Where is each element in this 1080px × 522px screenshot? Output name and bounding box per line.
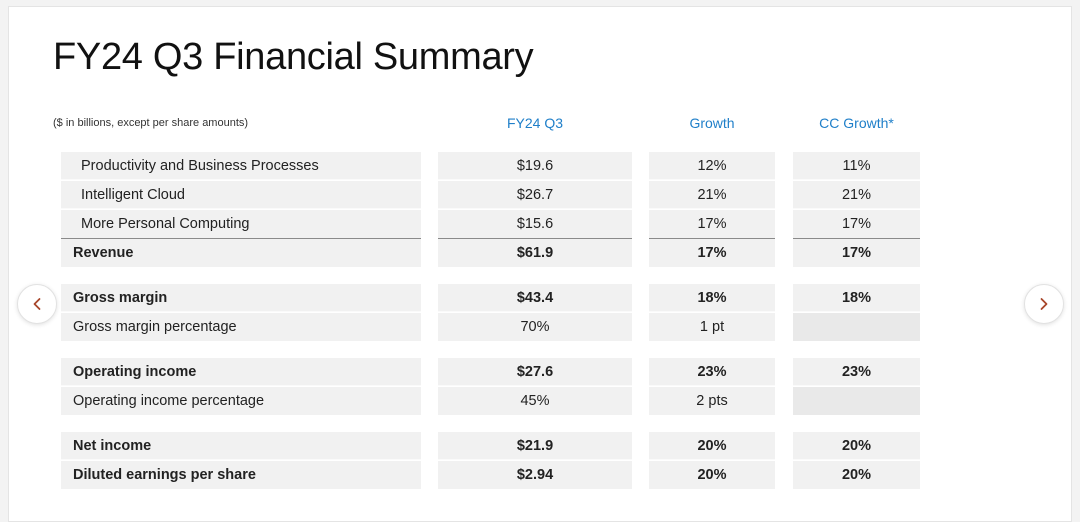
units-note: ($ in billions, except per share amounts… — [53, 117, 249, 129]
cell-growth-gross-margin: 18% — [649, 284, 775, 312]
column-header-growth: Growth — [689, 115, 735, 131]
cell-fy-revenue: $61.9 — [438, 238, 632, 267]
row-label-operating-income: Operating income — [61, 358, 421, 386]
row-label-diluted-eps: Diluted earnings per share — [61, 461, 421, 489]
row-label-intelligent-cloud: Intelligent Cloud — [61, 181, 421, 209]
cell-fy-more-personal-computing: $15.6 — [438, 210, 632, 238]
cell-cc-gross-margin: 18% — [793, 284, 920, 312]
row-label-operating-income-percentage: Operating income percentage — [61, 387, 421, 415]
cell-cc-operating-income: 23% — [793, 358, 920, 386]
cell-fy-gross-margin: $43.4 — [438, 284, 632, 312]
cell-fy-operating-income: $27.6 — [438, 358, 632, 386]
chevron-left-icon — [30, 297, 44, 311]
cell-cc-gross-margin-percentage — [793, 313, 920, 341]
cell-growth-diluted-eps: 20% — [649, 461, 775, 489]
cell-growth-gross-margin-percentage: 1 pt — [649, 313, 775, 341]
cell-fy-diluted-eps: $2.94 — [438, 461, 632, 489]
row-label-revenue: Revenue — [61, 238, 421, 267]
column-header-fy24-q3: FY24 Q3 — [506, 115, 564, 131]
row-label-gross-margin-percentage: Gross margin percentage — [61, 313, 421, 341]
cell-fy-net-income: $21.9 — [438, 432, 632, 460]
row-label-net-income: Net income — [61, 432, 421, 460]
cell-growth-net-income: 20% — [649, 432, 775, 460]
page-title: FY24 Q3 Financial Summary — [53, 36, 534, 78]
cell-fy-operating-income-percentage: 45% — [438, 387, 632, 415]
column-header-cc-growth: CC Growth* — [819, 115, 894, 131]
cell-growth-more-personal-computing: 17% — [649, 210, 775, 238]
cell-growth-operating-income-percentage: 2 pts — [649, 387, 775, 415]
cell-cc-revenue: 17% — [793, 238, 920, 267]
chevron-right-icon — [1037, 297, 1051, 311]
cell-growth-intelligent-cloud: 21% — [649, 181, 775, 209]
cell-cc-more-personal-computing: 17% — [793, 210, 920, 238]
row-label-gross-margin: Gross margin — [61, 284, 421, 312]
cell-growth-revenue: 17% — [649, 238, 775, 267]
cell-fy-productivity: $19.6 — [438, 152, 632, 180]
cell-fy-gross-margin-percentage: 70% — [438, 313, 632, 341]
prev-slide-button[interactable] — [17, 284, 57, 324]
cell-cc-intelligent-cloud: 21% — [793, 181, 920, 209]
next-slide-button[interactable] — [1024, 284, 1064, 324]
cell-growth-productivity: 12% — [649, 152, 775, 180]
row-label-more-personal-computing: More Personal Computing — [61, 210, 421, 238]
cell-growth-operating-income: 23% — [649, 358, 775, 386]
cell-cc-net-income: 20% — [793, 432, 920, 460]
cell-cc-diluted-eps: 20% — [793, 461, 920, 489]
row-label-productivity: Productivity and Business Processes — [61, 152, 421, 180]
cell-fy-intelligent-cloud: $26.7 — [438, 181, 632, 209]
cell-cc-operating-income-percentage — [793, 387, 920, 415]
cell-cc-productivity: 11% — [793, 152, 920, 180]
